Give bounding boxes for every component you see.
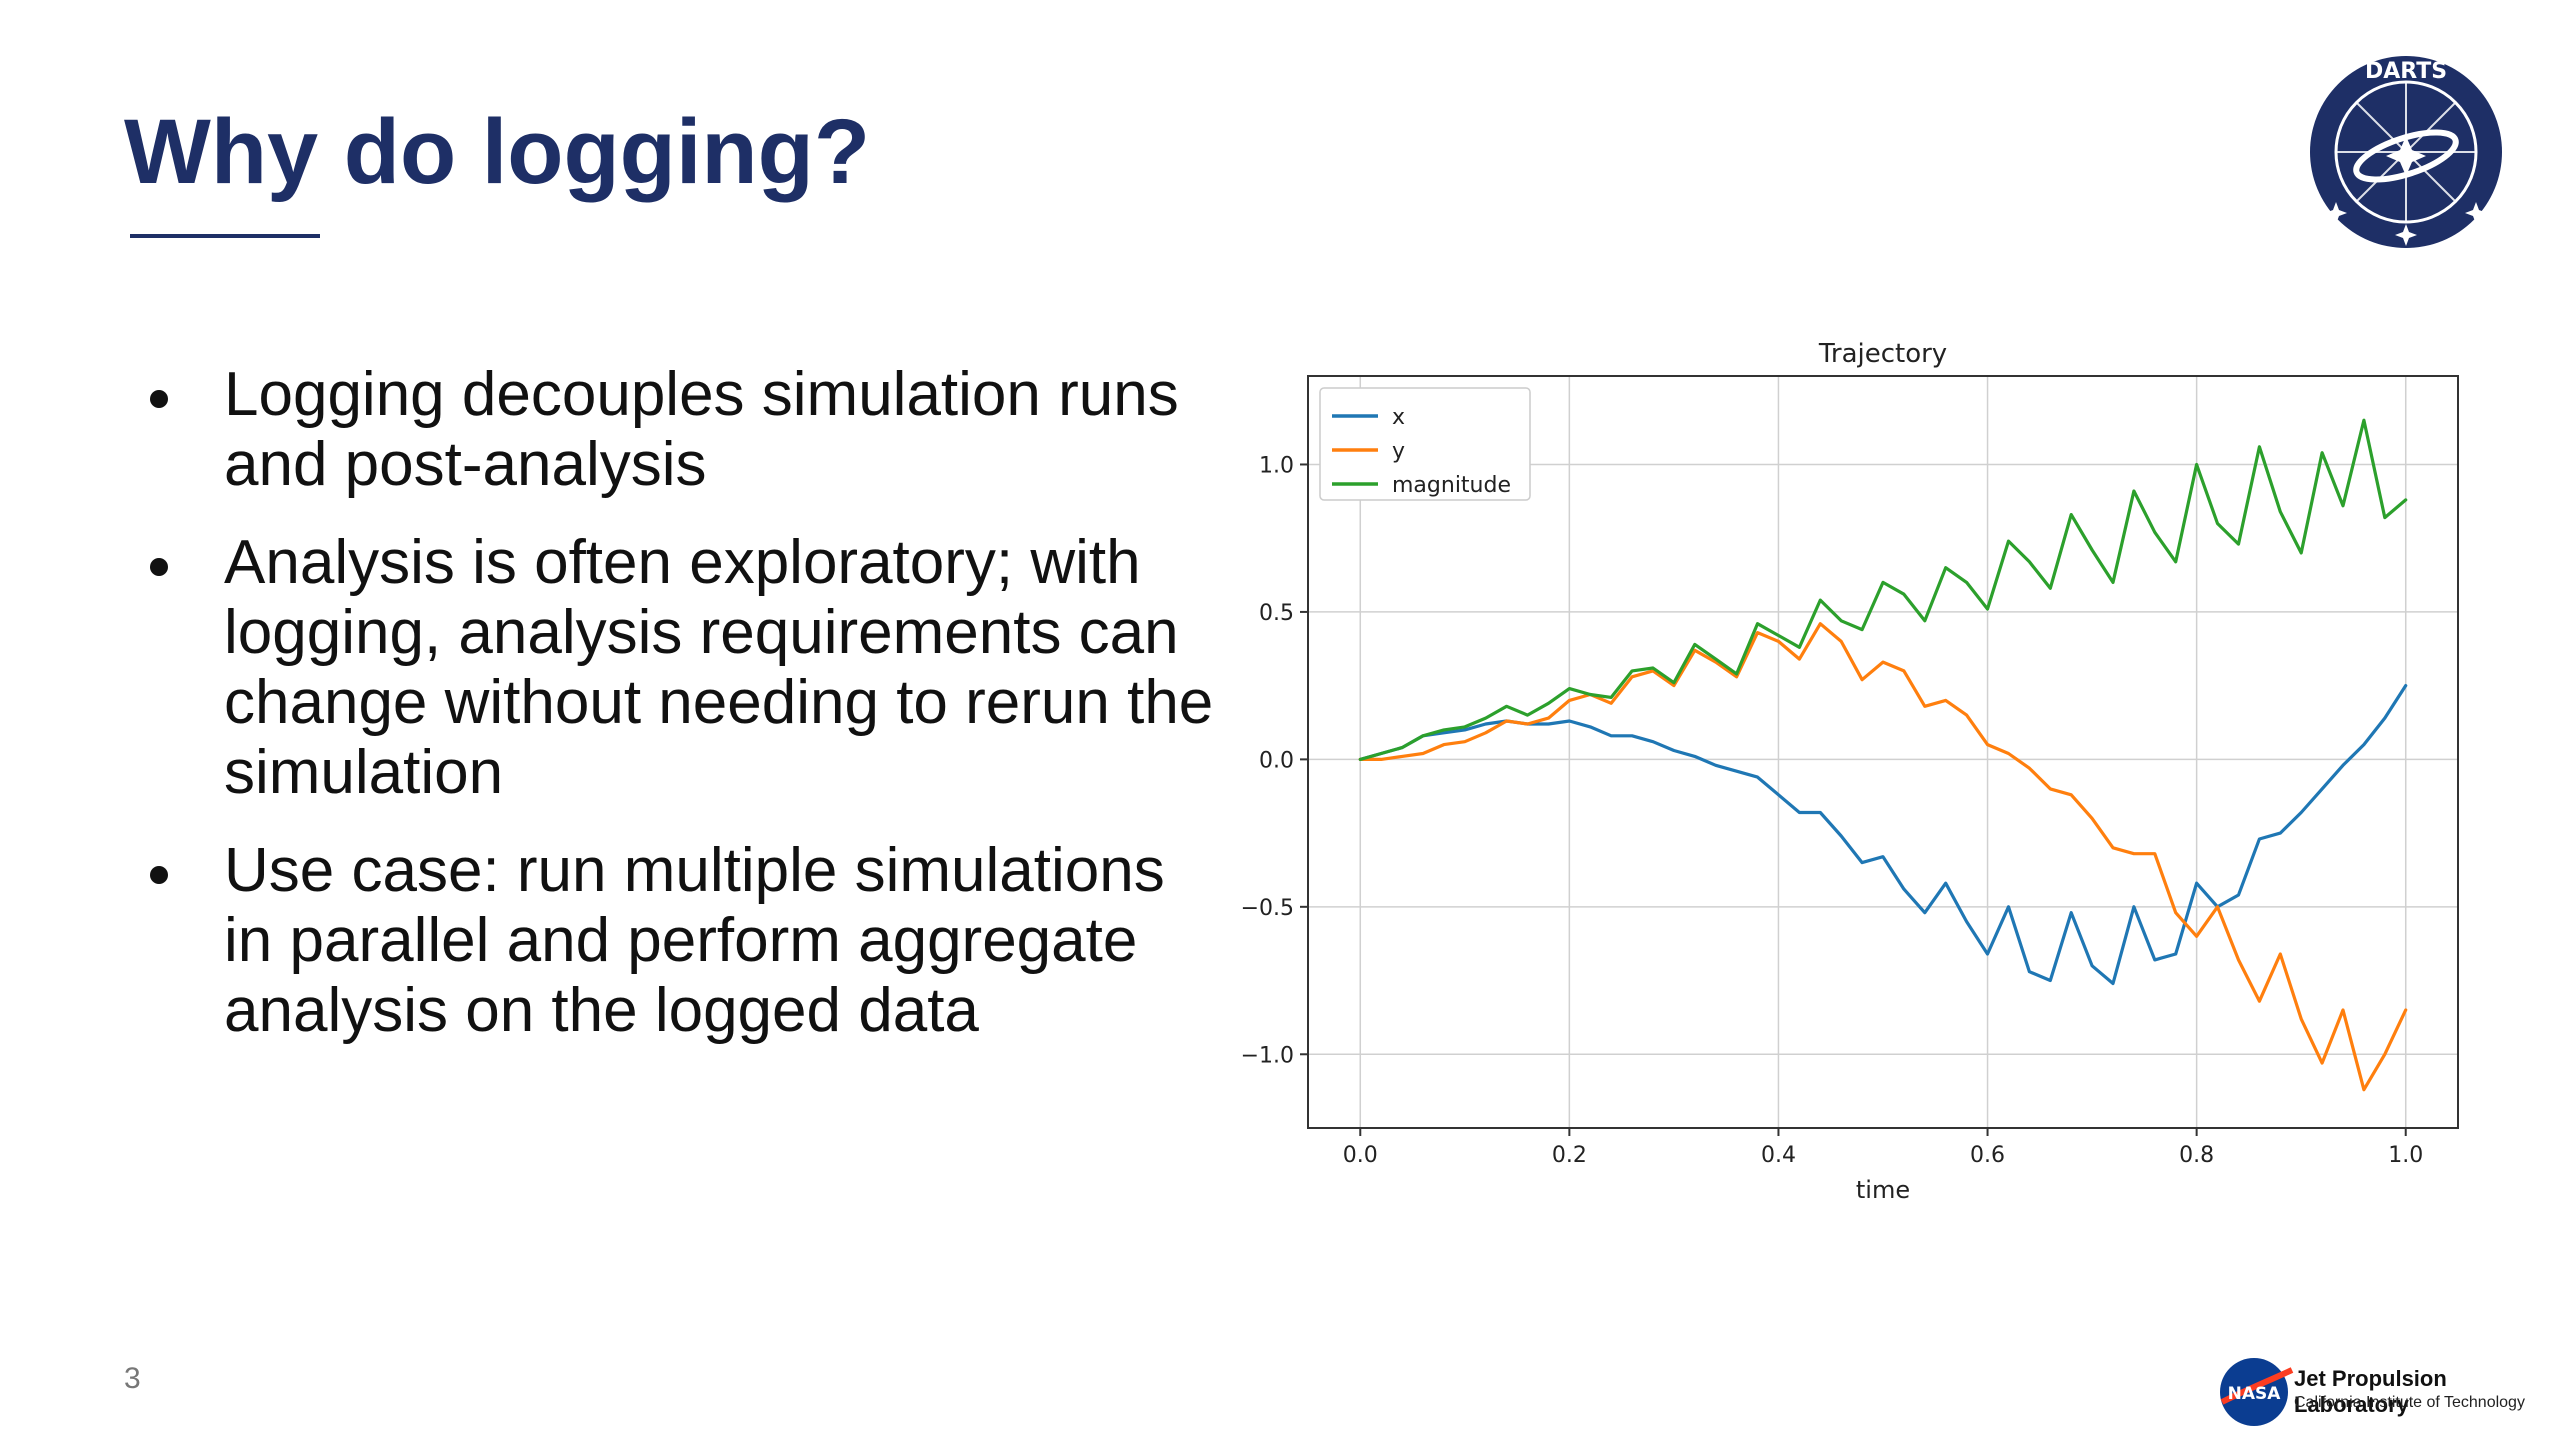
x-tick-label: 0.2 <box>1552 1143 1587 1168</box>
slide-title: Why do logging? <box>124 101 871 203</box>
bullet-text: Logging decouples simulation runs and po… <box>224 360 1179 499</box>
legend-label-magnitude: magnitude <box>1392 473 1511 498</box>
y-tick-label: 0.5 <box>1259 601 1294 626</box>
chart-title: Trajectory <box>1818 339 1947 369</box>
bullet-list: Logging decouples simulation runs and po… <box>150 360 1220 1074</box>
y-tick-label: 0.0 <box>1259 748 1294 773</box>
darts-logo-letters: DARTS <box>2365 59 2447 84</box>
darts-logo-icon: DARTS <box>2310 56 2502 248</box>
bullet-item: Logging decouples simulation runs and po… <box>150 360 1220 500</box>
bullet-item: Use case: run multiple simulations in pa… <box>150 836 1220 1046</box>
y-tick-label: 1.0 <box>1259 453 1294 478</box>
legend-label-y: y <box>1392 439 1405 464</box>
nasa-logo-letters: NASA <box>2228 1384 2282 1404</box>
legend-label-x: x <box>1392 405 1405 430</box>
plot-frame <box>1307 375 2459 1129</box>
y-tick-label: −0.5 <box>1241 896 1294 921</box>
jpl-name: Jet Propulsion Laboratory <box>2294 1366 2447 1417</box>
bullet-item: Analysis is often exploratory; with logg… <box>150 528 1220 808</box>
bullet-text: Analysis is often exploratory; with logg… <box>224 528 1214 807</box>
title-underline <box>130 234 320 238</box>
page-number: 3 <box>124 1362 141 1395</box>
x-tick-label: 0.6 <box>1970 1143 2005 1168</box>
series-line-magnitude <box>1358 418 2408 761</box>
bullet-text: Use case: run multiple simulations in pa… <box>224 836 1165 1045</box>
x-axis-label: time <box>1856 1176 1910 1204</box>
y-tick-label: −1.0 <box>1241 1043 1294 1068</box>
x-tick-label: 0.0 <box>1343 1143 1378 1168</box>
bullet-dot-icon <box>150 866 168 884</box>
jpl-subtitle: California Institute of Technology <box>2294 1394 2525 1411</box>
bullet-dot-icon <box>150 390 168 408</box>
series-line-y <box>1358 622 2408 1092</box>
trajectory-chart: 0.0 0.2 0.4 0.6 0.8 1.0 −1.0 −0.5 0.0 0.5 1.0 Traje… <box>1241 339 2459 1204</box>
x-tick-label: 1.0 <box>2388 1143 2423 1168</box>
series-line-x <box>1358 684 2408 986</box>
x-tick-label: 0.4 <box>1761 1143 1796 1168</box>
x-tick-label: 0.8 <box>2179 1143 2214 1168</box>
nasa-meatball-icon: NASA <box>2220 1358 2294 1426</box>
bullet-dot-icon <box>150 558 168 576</box>
